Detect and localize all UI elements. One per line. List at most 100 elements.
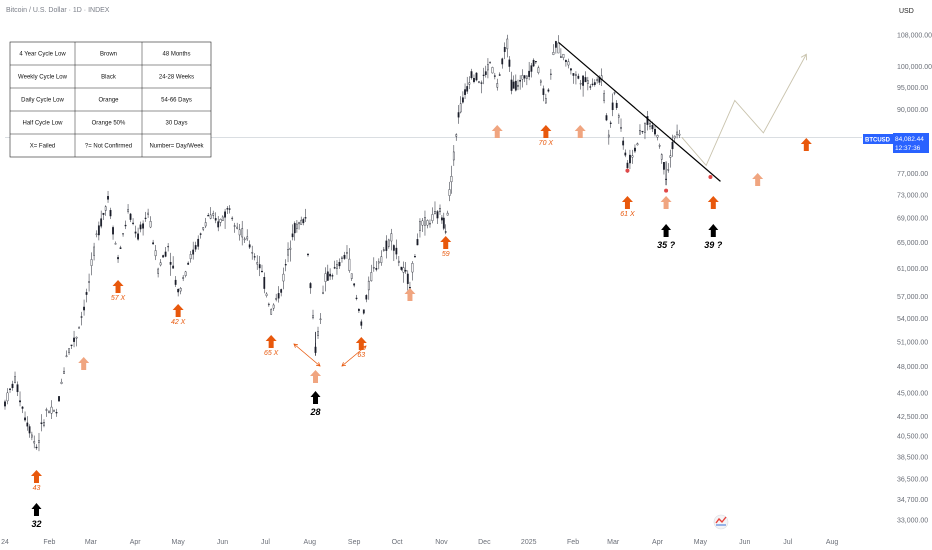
candle bbox=[31, 434, 33, 438]
candle bbox=[70, 344, 73, 346]
candle bbox=[204, 222, 207, 227]
cycle-span-arrowhead bbox=[341, 362, 347, 367]
annotation-label: 28 bbox=[310, 407, 321, 417]
candle bbox=[572, 73, 575, 76]
x-tick-label: Jul bbox=[783, 539, 792, 546]
candle bbox=[114, 243, 117, 245]
candle bbox=[167, 245, 170, 248]
candle bbox=[589, 86, 592, 88]
y-tick-label: 36,500.00 bbox=[897, 476, 928, 483]
candle bbox=[544, 98, 547, 104]
candle bbox=[397, 260, 400, 263]
x-tick-label: Nov bbox=[435, 539, 448, 546]
tradingview-logo-icon[interactable] bbox=[713, 514, 729, 530]
x-tick-label: Apr bbox=[130, 539, 142, 546]
candle bbox=[487, 64, 489, 71]
candle bbox=[491, 67, 494, 74]
candle bbox=[448, 189, 451, 196]
x-axis: 24 Feb Mar Apr May Jun Jul Aug Sep Oct Nov Dec 2025 F… bbox=[1, 539, 838, 546]
candle bbox=[457, 112, 460, 118]
candle bbox=[179, 287, 182, 292]
candle bbox=[142, 223, 144, 229]
candle bbox=[466, 86, 469, 92]
candle bbox=[424, 217, 426, 226]
x-tick-label: May bbox=[694, 539, 708, 546]
candle bbox=[489, 61, 491, 64]
candle bbox=[426, 220, 429, 226]
candle bbox=[611, 102, 614, 111]
candle bbox=[197, 238, 200, 247]
x-tick-label: 24 bbox=[1, 539, 9, 546]
candle bbox=[382, 249, 385, 252]
candle bbox=[392, 245, 395, 251]
candle bbox=[439, 208, 441, 213]
candle bbox=[152, 242, 155, 245]
annotation-label: 65 X bbox=[264, 350, 279, 357]
candle bbox=[455, 134, 458, 137]
x-tick-label: Aug bbox=[826, 539, 839, 546]
candle bbox=[11, 383, 14, 389]
low-marker bbox=[625, 168, 630, 173]
candle bbox=[326, 271, 329, 281]
y-tick-label: 38,500.00 bbox=[897, 454, 928, 461]
candle bbox=[122, 233, 124, 235]
candle bbox=[654, 128, 656, 135]
candle bbox=[333, 267, 336, 269]
candle bbox=[542, 88, 545, 95]
candle bbox=[446, 212, 449, 216]
candle bbox=[508, 59, 511, 67]
y-axis: 108,000.00 100,000.00 95,000.00 90,000.00 77… bbox=[897, 32, 932, 524]
candle bbox=[221, 216, 224, 221]
candle bbox=[582, 75, 584, 86]
candle bbox=[287, 249, 289, 256]
annotation-label: 42 X bbox=[171, 319, 186, 326]
candle bbox=[503, 47, 506, 52]
half-cycle-arrow-icon bbox=[78, 357, 90, 370]
candle bbox=[468, 82, 471, 85]
candle bbox=[199, 233, 202, 235]
y-tick-label: 108,000.00 bbox=[897, 32, 932, 39]
candle bbox=[172, 265, 175, 269]
trend-line[interactable] bbox=[558, 42, 721, 182]
candle bbox=[177, 289, 180, 293]
candle bbox=[217, 221, 220, 228]
candle bbox=[372, 267, 375, 269]
candle bbox=[444, 231, 447, 233]
candle bbox=[539, 80, 542, 83]
candle bbox=[555, 41, 557, 48]
candle bbox=[673, 135, 676, 139]
candle bbox=[341, 257, 343, 259]
legend-table-cell: Black bbox=[101, 75, 117, 81]
candle bbox=[473, 77, 475, 82]
x-tick-label: Feb bbox=[567, 539, 579, 546]
candle bbox=[510, 79, 513, 91]
candle bbox=[421, 220, 424, 226]
candle bbox=[298, 222, 300, 225]
candle bbox=[370, 272, 373, 282]
annotation-label: 61 X bbox=[620, 211, 635, 218]
y-tick-label: 61,000.00 bbox=[897, 266, 928, 273]
candle bbox=[65, 355, 68, 357]
candle bbox=[233, 225, 236, 227]
candle bbox=[16, 384, 19, 393]
candle bbox=[119, 247, 122, 249]
legend-table: 4 Year Cycle Low Brown 48 Months Weekly Cyc… bbox=[9, 41, 212, 158]
candle bbox=[194, 245, 197, 250]
candle bbox=[534, 61, 537, 63]
candle bbox=[636, 143, 639, 146]
candle bbox=[80, 316, 83, 318]
candle bbox=[586, 80, 589, 84]
candle bbox=[496, 83, 499, 88]
candle bbox=[343, 254, 346, 259]
legend-table-cell: 48 Months bbox=[162, 52, 190, 58]
candle bbox=[613, 92, 616, 94]
currency-label[interactable]: USD bbox=[899, 8, 914, 15]
candle bbox=[560, 56, 562, 58]
candle bbox=[406, 273, 409, 284]
cycle-span-line bbox=[341, 345, 367, 367]
legend-table-cell: 54-66 Days bbox=[161, 98, 192, 104]
candle bbox=[475, 72, 478, 81]
candle bbox=[73, 337, 75, 342]
candle bbox=[519, 80, 522, 82]
